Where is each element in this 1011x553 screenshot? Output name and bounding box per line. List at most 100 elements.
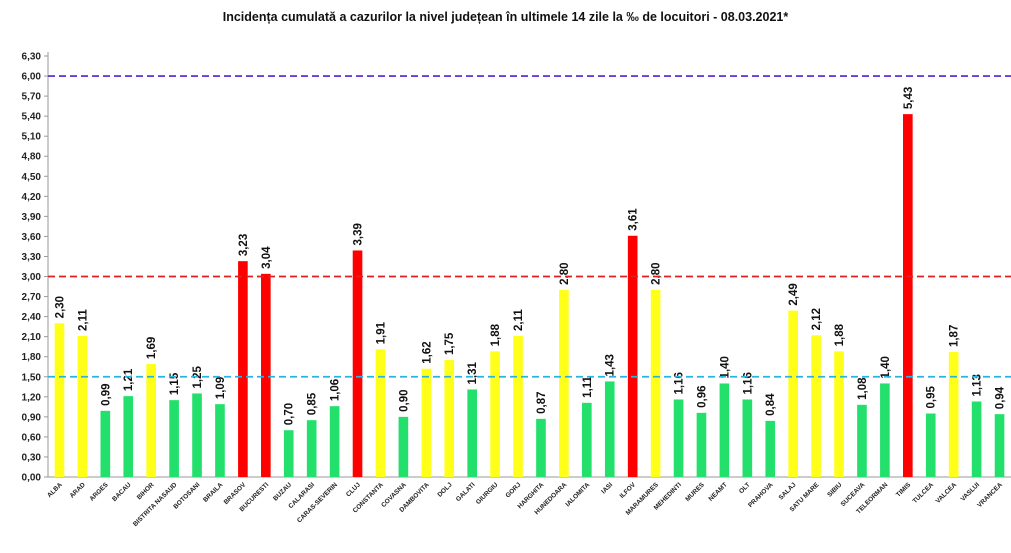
bar [238, 261, 248, 477]
bar [467, 389, 477, 477]
bar [421, 368, 432, 477]
bar [77, 335, 88, 477]
data-label: 1,40 [880, 356, 892, 378]
data-label: 1,75 [444, 332, 456, 355]
data-label: 0,94 [995, 386, 1007, 409]
data-label: 1,13 [972, 374, 984, 396]
data-label: 2,49 [788, 283, 800, 305]
x-tick-label: VALCEA [935, 481, 959, 505]
x-tick-label: IASI [600, 481, 614, 495]
x-tick-label: BISTRITA NASAUD [132, 481, 179, 528]
data-label: 0,95 [926, 386, 938, 409]
y-tick-label: 1,20 [22, 392, 42, 403]
data-label: 1,40 [719, 356, 731, 378]
y-tick-label: 4,50 [22, 172, 42, 183]
x-tick-label: OLT [738, 481, 752, 495]
bar [627, 235, 638, 477]
data-label: 1,88 [490, 323, 502, 346]
y-tick-label: 6,00 [22, 72, 42, 83]
x-tick-label: MURES [684, 481, 706, 503]
data-label: 1,21 [123, 368, 135, 391]
bar [719, 383, 730, 477]
y-tick-label: 5,70 [22, 92, 42, 103]
bar [215, 404, 225, 477]
data-label: 1,08 [857, 377, 869, 400]
y-tick-label: 3,30 [22, 252, 42, 263]
data-label: 1,15 [169, 372, 181, 395]
x-tick-label: VASLUI [960, 481, 982, 503]
data-label: 1,16 [742, 372, 754, 394]
data-label: 1,43 [605, 354, 617, 376]
bar [375, 349, 386, 477]
bar [513, 335, 523, 477]
y-tick-label: 0,60 [22, 432, 42, 443]
bar [673, 399, 684, 477]
x-tick-label: VRANCEA [976, 481, 1004, 509]
y-tick-label: 0,00 [22, 473, 42, 484]
data-label: 2,11 [513, 309, 525, 331]
data-label: 0,96 [696, 385, 708, 407]
data-label: 0,90 [398, 389, 410, 411]
x-tick-label: NEAMT [708, 481, 729, 502]
bar [765, 420, 776, 477]
x-tick-label: ILFOV [619, 481, 638, 500]
y-tick-label: 5,40 [22, 112, 42, 123]
bar [123, 396, 134, 477]
y-tick-label: 4,80 [22, 152, 42, 163]
data-label: 1,31 [467, 361, 479, 384]
data-label: 3,23 [238, 234, 250, 256]
x-tick-label: CLUJ [345, 481, 362, 498]
data-label: 2,80 [651, 262, 663, 284]
bar [329, 406, 340, 477]
data-label: 3,61 [628, 208, 640, 231]
bar [582, 402, 592, 477]
bar [398, 416, 409, 477]
x-tick-label: ALBA [46, 481, 64, 499]
bar [880, 383, 890, 477]
data-label: 1,16 [674, 372, 686, 394]
data-label: 1,91 [375, 321, 387, 344]
bar [604, 381, 615, 477]
x-tick-label: SALAJ [778, 481, 798, 501]
data-label: 3,39 [353, 223, 365, 245]
y-tick-label: 5,10 [22, 132, 42, 143]
bar [559, 289, 569, 477]
bar [811, 335, 821, 477]
data-label: 1,06 [330, 379, 342, 401]
x-tick-label: BIHOR [136, 481, 156, 501]
data-label: 0,99 [100, 383, 112, 405]
y-tick-label: 6,30 [22, 52, 42, 63]
y-tick-label: 4,20 [22, 192, 42, 203]
data-label: 0,70 [284, 403, 296, 425]
bar [788, 310, 798, 477]
x-tick-label: TULCEA [912, 481, 936, 505]
x-tick-label: PRAHOVA [747, 481, 775, 509]
bar [925, 413, 936, 477]
bar [994, 414, 1005, 477]
bar [536, 418, 546, 477]
data-label: 2,80 [559, 262, 571, 284]
bar [100, 410, 111, 477]
x-tick-label: GIURGIU [475, 481, 500, 506]
x-tick-label: DOLJ [436, 481, 453, 498]
bar [903, 114, 913, 477]
data-label: 2,30 [54, 296, 66, 318]
x-tick-label: GORJ [504, 481, 522, 499]
x-tick-label: BACAU [111, 481, 133, 503]
y-tick-label: 2,40 [22, 312, 42, 323]
data-label: 1,09 [215, 377, 227, 399]
data-label: 1,69 [146, 337, 158, 359]
x-tick-label: ARGES [88, 481, 110, 503]
x-tick-label: ARAD [69, 481, 87, 499]
data-label: 1,11 [582, 375, 594, 397]
y-tick-label: 2,70 [22, 292, 42, 303]
data-label: 0,84 [765, 393, 777, 416]
bar [650, 289, 661, 477]
bar [352, 250, 363, 477]
bar [971, 401, 982, 477]
data-label: 2,12 [811, 308, 823, 330]
x-tick-label: TIMIS [895, 481, 913, 499]
bar [696, 412, 707, 477]
bar [261, 273, 271, 477]
